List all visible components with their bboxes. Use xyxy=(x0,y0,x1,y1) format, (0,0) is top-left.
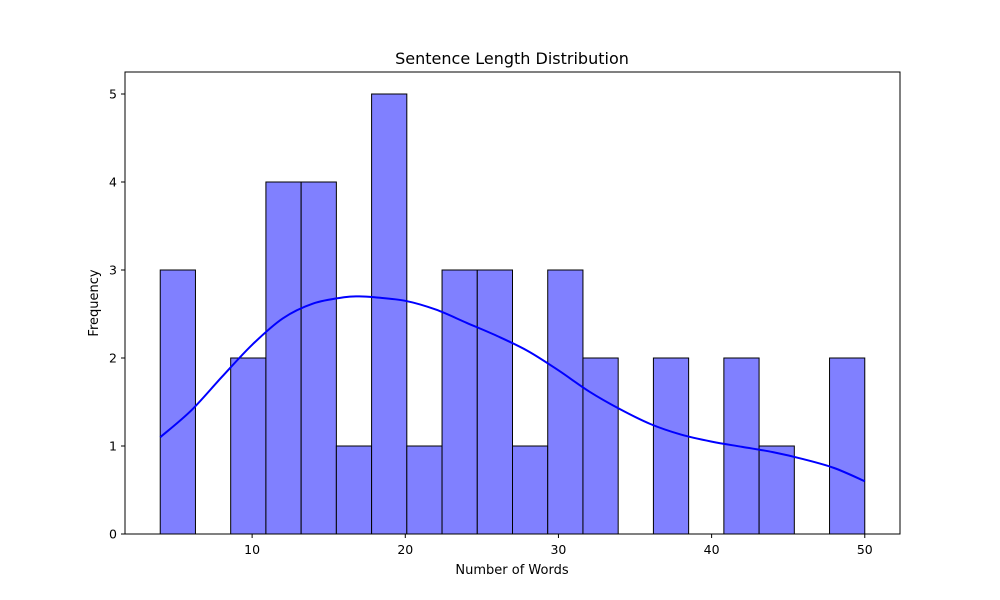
bars-group xyxy=(159,93,866,535)
histogram-bar xyxy=(300,181,337,535)
x-tick-label: 10 xyxy=(244,542,260,557)
y-tick-label: 1 xyxy=(109,439,117,454)
y-tick-label: 4 xyxy=(109,175,117,190)
histogram-bar xyxy=(371,93,408,535)
plot-area-frame xyxy=(124,71,901,535)
y-axis-ticks: 0 1 2 3 4 5 xyxy=(109,87,125,542)
histogram-bar xyxy=(758,445,795,535)
x-tick-label: 30 xyxy=(550,542,566,557)
kde-curve xyxy=(159,295,866,483)
histogram-bar xyxy=(159,269,196,535)
x-tick-label: 50 xyxy=(857,542,873,557)
histogram-bar xyxy=(441,269,478,535)
histogram-bar xyxy=(265,181,302,535)
x-axis-label: Number of Words xyxy=(455,563,568,578)
histogram-bar xyxy=(335,445,373,535)
chart-title: Sentence Length Distribution xyxy=(395,49,629,68)
histogram-bar xyxy=(476,269,514,535)
x-tick-label: 20 xyxy=(397,542,413,557)
y-tick-label: 2 xyxy=(109,351,117,366)
histogram-bar xyxy=(582,357,619,535)
y-tick-label: 3 xyxy=(109,263,117,278)
y-axis-label: Frequency xyxy=(87,269,102,336)
histogram-bar xyxy=(406,445,443,535)
histogram-bar xyxy=(512,445,549,535)
x-tick-label: 40 xyxy=(704,542,720,557)
histogram-bar xyxy=(547,269,584,535)
x-axis-ticks: 10 20 30 40 50 xyxy=(244,534,873,557)
histogram-bar xyxy=(230,357,267,535)
y-tick-label: 5 xyxy=(109,87,117,102)
y-tick-label: 0 xyxy=(109,527,117,542)
histogram-bar xyxy=(652,357,690,535)
histogram-bar xyxy=(829,357,866,535)
